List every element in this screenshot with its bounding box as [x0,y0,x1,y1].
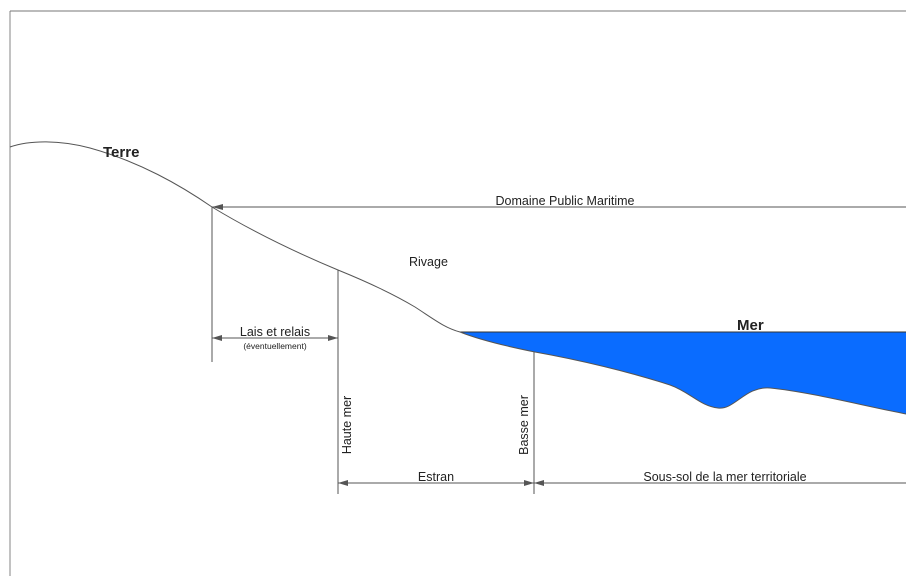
sous-sol-arrow-left [534,480,544,486]
lais-arrow-left [212,335,222,341]
domaine-arrowhead [212,204,223,210]
sea-area [460,332,906,414]
estran-arrow-right [524,480,534,486]
estran-label: Estran [418,470,454,484]
estran-arrow-left [338,480,348,486]
rivage-label: Rivage [409,255,448,269]
mer-label: Mer [737,317,764,334]
lais-label: Lais et relais [240,325,310,339]
domaine-label: Domaine Public Maritime [496,194,635,208]
haute-mer-label: Haute mer [340,396,354,454]
terre-label: Terre [103,144,139,161]
land-profile [9,141,906,415]
sous-sol-label: Sous-sol de la mer territoriale [643,470,806,484]
basse-mer-label: Basse mer [517,395,531,455]
eventuellement-label: (éventuellement) [243,341,306,351]
lais-arrow-right [328,335,338,341]
